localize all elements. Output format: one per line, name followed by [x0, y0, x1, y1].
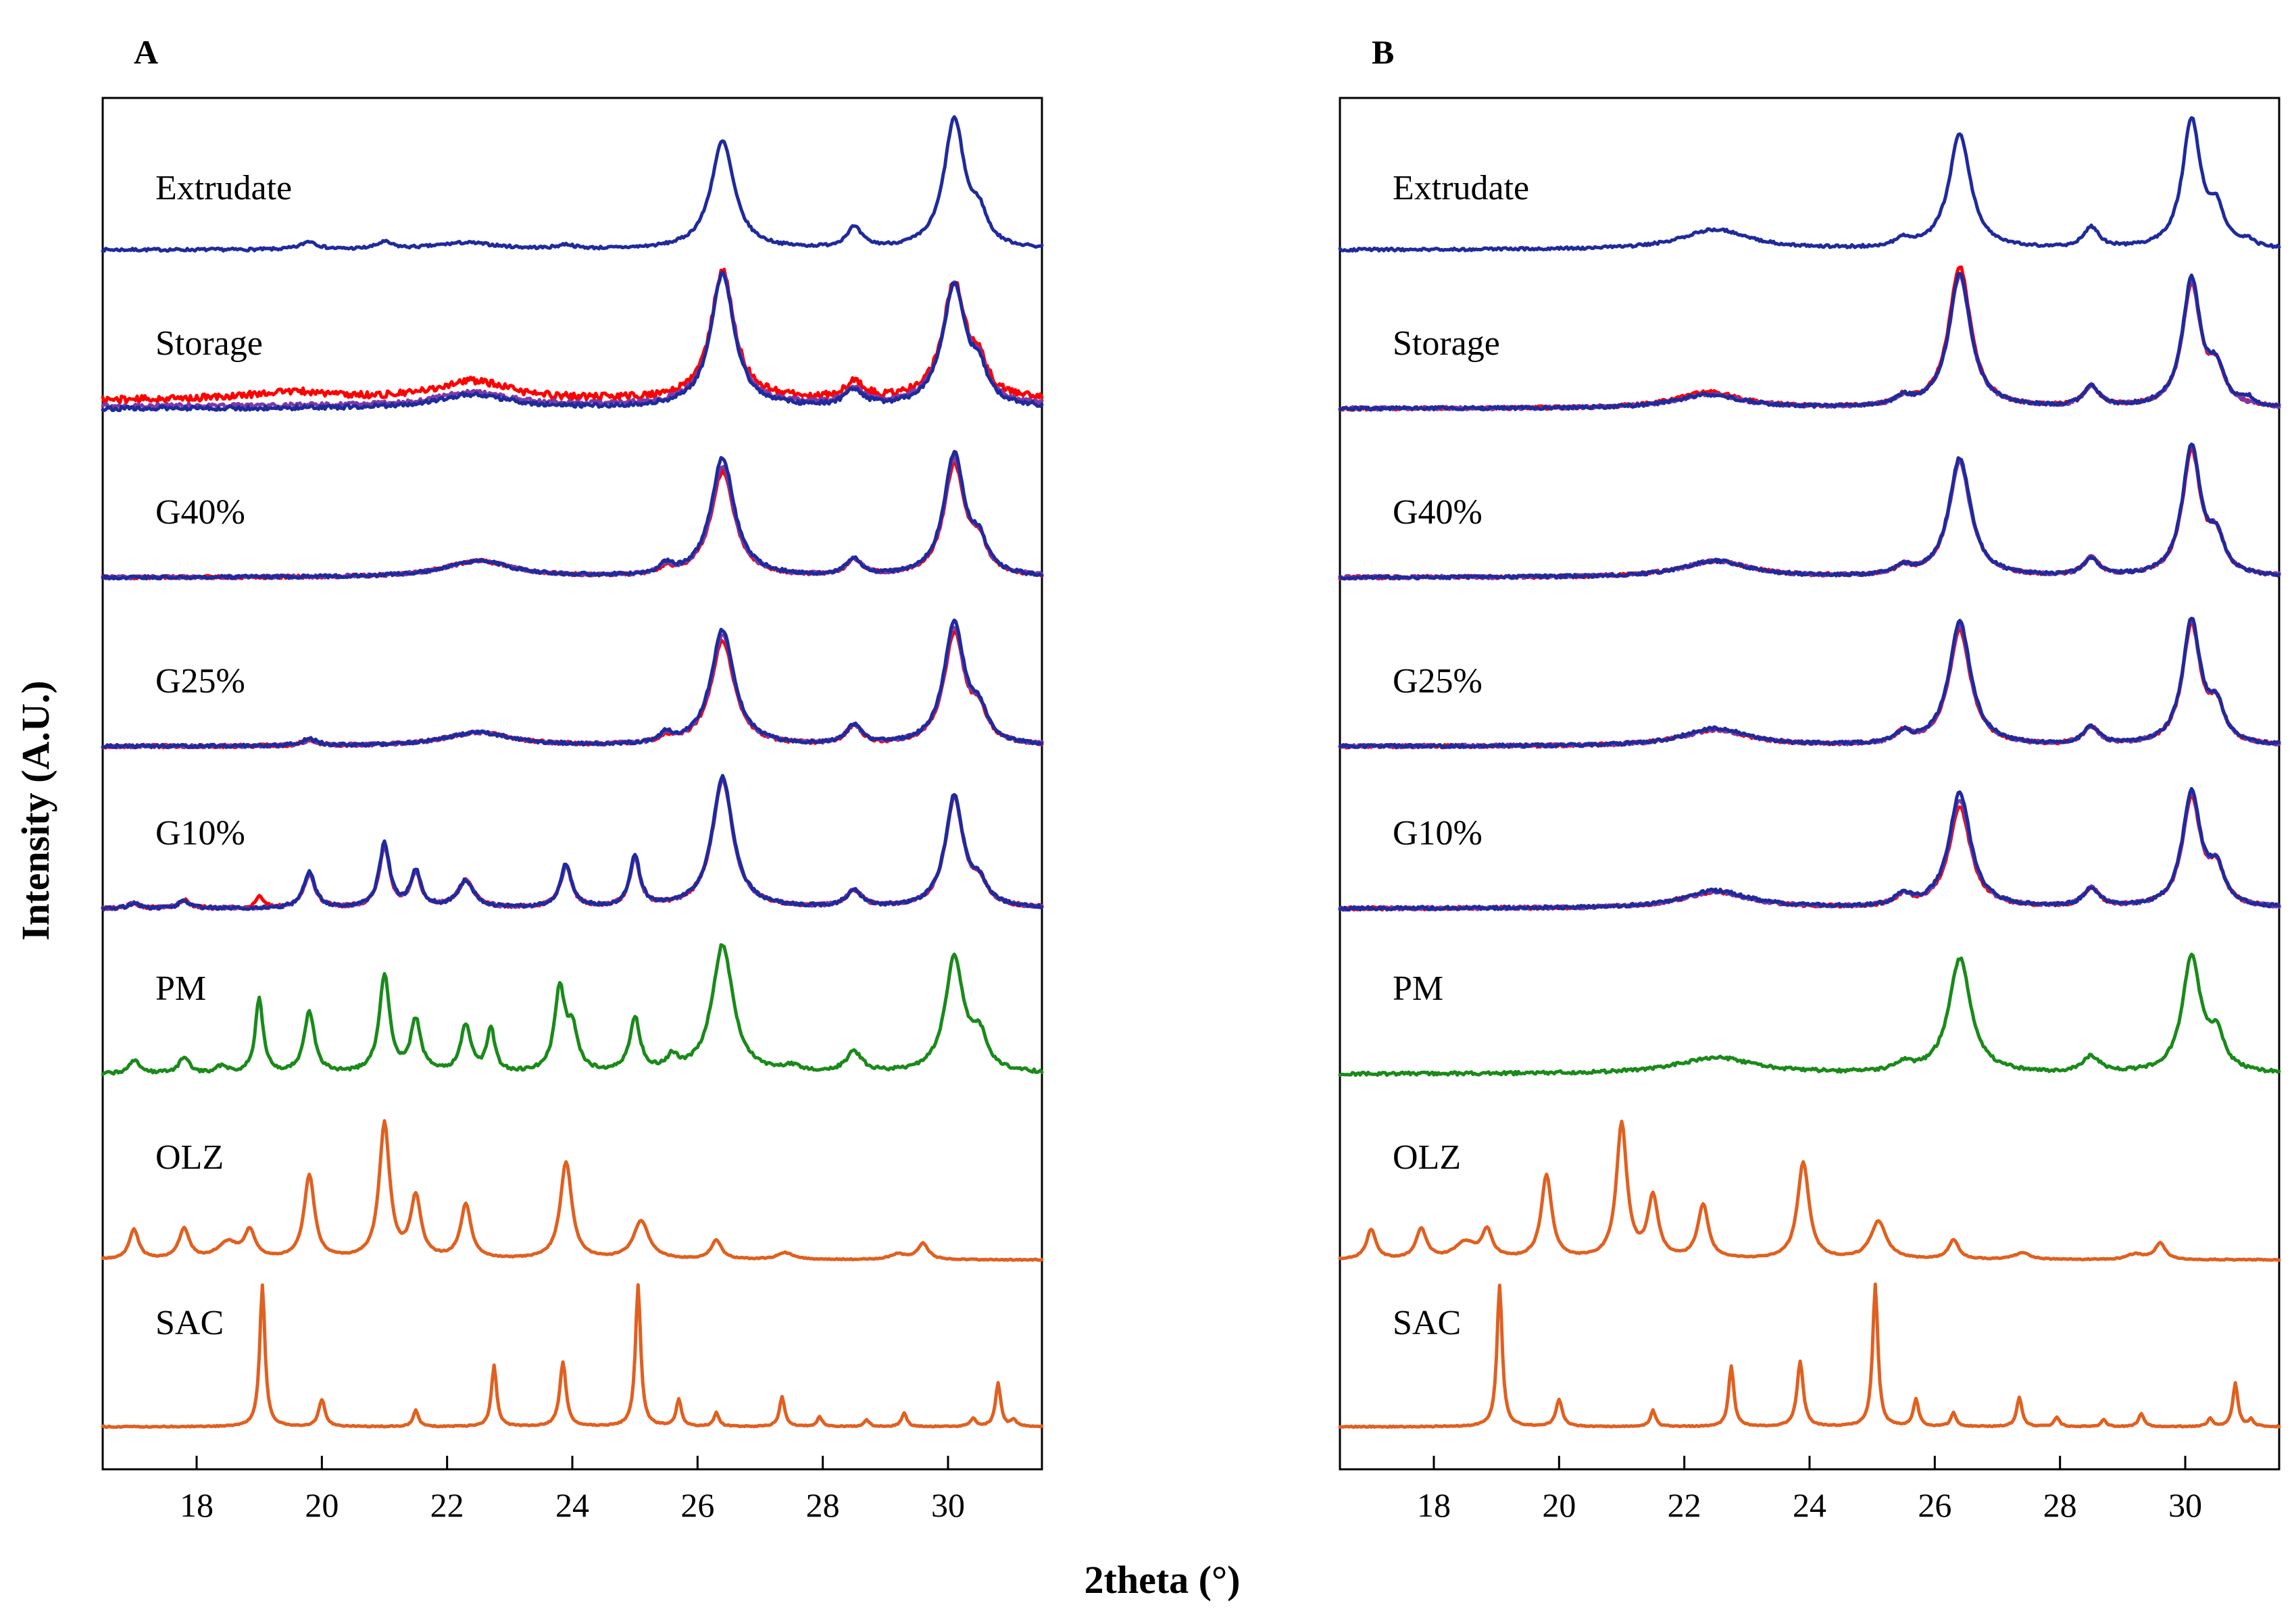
trace-g25-blue	[101, 618, 1044, 750]
trace-g10-blue	[1338, 787, 2281, 912]
x-tick-label: 26	[1918, 1486, 1951, 1524]
sample-label-pm: PM	[155, 969, 206, 1008]
trace-g25-blue	[1338, 616, 2281, 750]
sample-label-extrudate: Extrudate	[1393, 169, 1529, 207]
trace-storage-red	[101, 268, 1044, 405]
trace-pm	[101, 943, 1044, 1077]
x-tick-label: 20	[1542, 1486, 1576, 1524]
x-tick-label: 20	[305, 1486, 339, 1524]
x-tick-label: 28	[806, 1486, 840, 1524]
x-axis-title: 2theta (°)	[1085, 1558, 1241, 1602]
sample-label-g25pct: G25%	[1393, 662, 1483, 701]
trace-storage-blue	[101, 270, 1044, 412]
x-tick-label: 24	[555, 1486, 589, 1524]
sample-label-g10pct: G10%	[1393, 814, 1483, 853]
trace-g40-blue	[101, 450, 1044, 581]
trace-olz	[101, 1119, 1044, 1262]
trace-extrudate	[101, 115, 1044, 253]
trace-pm	[1338, 953, 2281, 1077]
panel-b: B 18 20 22 24 26 28 30 Extrudate Storage G40% G25%…	[1338, 33, 2281, 1524]
sample-label-storage: Storage	[1393, 324, 1500, 363]
panel-letter-a: A	[134, 33, 158, 71]
sample-label-g10pct: G10%	[155, 814, 245, 853]
trace-extrudate	[1338, 116, 2281, 253]
sample-label-olz: OLZ	[155, 1138, 224, 1177]
x-tick-label: 28	[2043, 1486, 2077, 1524]
x-tick-label: 30	[2168, 1486, 2202, 1524]
panel-a: A 18 20 22 24 26 28 30 Extrudate Storage G40% G25%…	[101, 33, 1044, 1524]
trace-sac	[1338, 1282, 2281, 1429]
panel-b-frame	[1339, 97, 2281, 1471]
sample-label-storage: Storage	[155, 324, 263, 363]
trace-g40-blue	[1338, 442, 2281, 581]
panel-letter-b: B	[1372, 33, 1394, 71]
sample-label-extrudate: Extrudate	[155, 169, 292, 207]
x-tick-label: 18	[1417, 1486, 1451, 1524]
sample-label-sac: SAC	[155, 1304, 224, 1342]
x-tick-label: 30	[931, 1486, 965, 1524]
x-tick-label: 26	[680, 1486, 714, 1524]
panel-a-frame	[101, 97, 1043, 1471]
x-tick-label: 18	[180, 1486, 214, 1524]
trace-g10-blue	[101, 773, 1044, 911]
sample-label-pm: PM	[1393, 969, 1443, 1008]
sample-label-g40pct: G40%	[155, 493, 245, 532]
y-axis-title: Intensity (A.U.)	[14, 680, 57, 940]
sample-label-g25pct: G25%	[155, 662, 245, 701]
trace-olz	[1338, 1119, 2281, 1262]
x-tick-label: 22	[430, 1486, 464, 1524]
trace-sac	[101, 1283, 1044, 1429]
trace-g10-red	[1338, 793, 2281, 912]
x-tick-label: 22	[1668, 1486, 1701, 1524]
x-tick-label: 24	[1793, 1486, 1826, 1524]
sample-label-sac: SAC	[1393, 1304, 1461, 1342]
trace-storage-blue	[1338, 272, 2281, 412]
sample-label-g40pct: G40%	[1393, 493, 1483, 532]
sample-label-olz: OLZ	[1393, 1138, 1461, 1177]
